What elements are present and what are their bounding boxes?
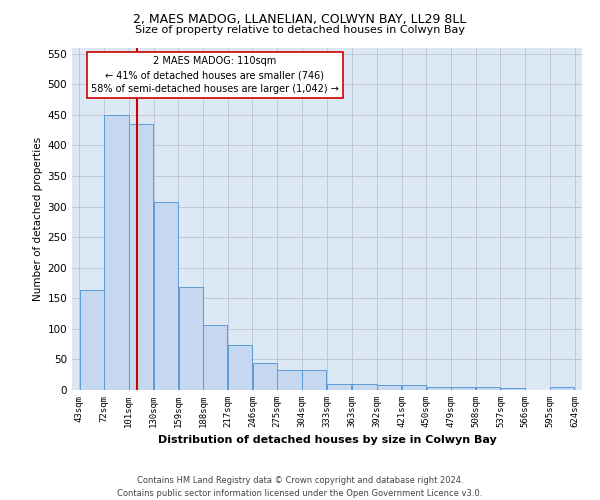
Bar (377, 385, 401, 390)
X-axis label: Distribution of detached houses by size in Colwyn Bay: Distribution of detached houses by size … (158, 436, 496, 446)
Bar (327, 384, 351, 390)
Text: 2 MAES MADOG: 110sqm
← 41% of detached houses are smaller (746)
58% of semi-deta: 2 MAES MADOG: 110sqm ← 41% of detached h… (91, 56, 339, 94)
Bar (402, 385, 426, 390)
Bar (253, 363, 277, 390)
Bar (154, 202, 178, 390)
Bar (501, 388, 525, 390)
Bar (80, 290, 104, 390)
Y-axis label: Number of detached properties: Number of detached properties (33, 136, 43, 301)
Bar (203, 325, 227, 390)
Bar (179, 287, 203, 390)
Bar (451, 387, 475, 390)
Bar (352, 384, 377, 390)
Bar (476, 387, 500, 390)
Text: 2, MAES MADOG, LLANELIAN, COLWYN BAY, LL29 8LL: 2, MAES MADOG, LLANELIAN, COLWYN BAY, LL… (133, 12, 467, 26)
Bar (129, 124, 153, 390)
Bar (550, 387, 574, 390)
Bar (302, 370, 326, 390)
Bar (228, 344, 252, 390)
Text: Contains HM Land Registry data © Crown copyright and database right 2024.
Contai: Contains HM Land Registry data © Crown c… (118, 476, 482, 498)
Text: Size of property relative to detached houses in Colwyn Bay: Size of property relative to detached ho… (135, 25, 465, 35)
Bar (104, 115, 128, 390)
Bar (427, 387, 451, 390)
Bar (277, 370, 302, 390)
